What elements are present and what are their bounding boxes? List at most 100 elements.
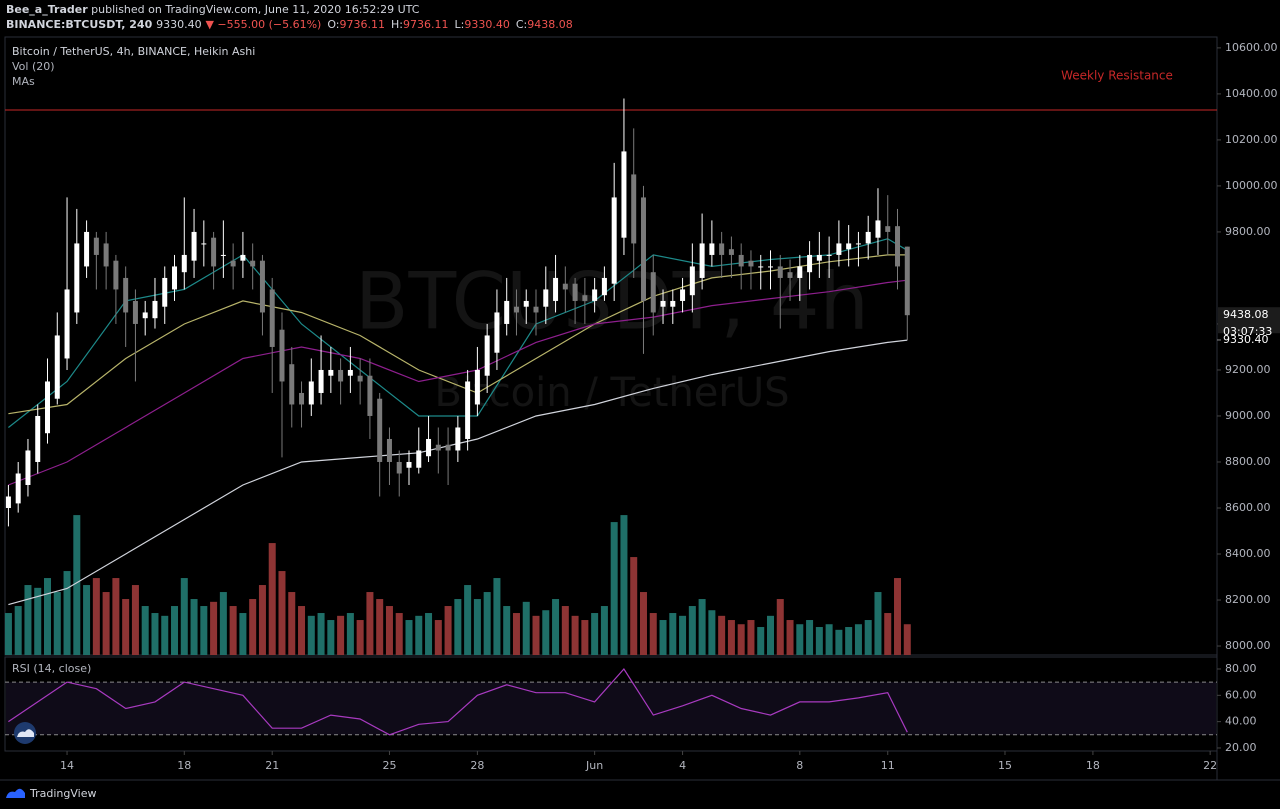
candle-body	[416, 450, 422, 468]
volume-bar	[249, 599, 257, 655]
rsi-tick-label: 40.00	[1225, 715, 1257, 728]
ohlc: O:9736.11 H:9736.11 L:9330.40 C:9438.08	[327, 18, 572, 31]
volume-bar	[708, 610, 716, 655]
candle-body	[513, 306, 519, 313]
volume-bar	[610, 522, 618, 655]
y-tick-label: 10200.00	[1225, 133, 1278, 146]
volume-bar	[122, 599, 130, 655]
volume-bar	[307, 615, 315, 655]
volume-bar	[806, 620, 814, 655]
candle-body	[396, 461, 402, 474]
resistance-label: Weekly Resistance	[1061, 69, 1173, 83]
candle-body	[728, 249, 734, 255]
volume-bar	[835, 629, 843, 655]
volume-bar	[53, 592, 61, 655]
candle-body	[211, 237, 217, 267]
volume-bar	[346, 613, 354, 655]
candle-body	[650, 272, 656, 313]
volume-bar	[874, 592, 882, 655]
low-price-label: 9330.40	[1223, 333, 1269, 346]
x-tick-label: 15	[998, 759, 1012, 772]
candle-body	[592, 289, 598, 301]
candle-body	[299, 392, 305, 405]
volume-bar	[219, 592, 227, 655]
volume-bar	[561, 606, 569, 655]
candle-body	[562, 283, 568, 290]
candle-body	[621, 151, 627, 238]
volume-bar	[425, 613, 433, 655]
candle-body	[865, 231, 871, 244]
candle-body	[5, 496, 11, 508]
candle-body	[220, 254, 226, 256]
ohlc-value: 9330.40	[464, 18, 510, 31]
x-tick-label: 18	[177, 759, 191, 772]
volume-bar	[434, 620, 442, 655]
candle-body	[84, 231, 90, 267]
candle-body	[582, 295, 588, 301]
candle-body	[640, 197, 646, 301]
ohlc-label: O:	[327, 18, 339, 31]
candle-body	[533, 306, 539, 313]
candle-body	[377, 398, 383, 462]
candle-body	[816, 254, 822, 261]
volume-bar	[4, 613, 12, 655]
volume-bar	[24, 585, 32, 655]
ohlc-label: H:	[391, 18, 403, 31]
volume-bar	[464, 585, 472, 655]
last-price-badge	[1218, 307, 1280, 334]
volume-bar	[854, 624, 862, 655]
x-tick-label: 21	[265, 759, 279, 772]
volume-bar	[639, 592, 647, 655]
header-line-2: BINANCE:BTCUSDT, 240 9330.40 ▼ −555.00 (…	[6, 18, 573, 31]
candle-body	[123, 277, 129, 313]
rsi-tick-label: 20.00	[1225, 741, 1257, 754]
plot: 8000.00 8200.00 8400.00 8600.00 8800.00 9000.…	[4, 41, 1280, 772]
volume-bar	[630, 557, 638, 655]
candle-body	[699, 243, 705, 278]
moving-average	[8, 339, 908, 606]
published: published on TradingView.com, June 11, 2…	[91, 3, 420, 16]
candle-body	[455, 427, 461, 451]
footer-brand: TradingView	[29, 787, 96, 800]
x-tick-label: 14	[60, 759, 74, 772]
candle-body	[289, 364, 295, 405]
last-price-label: 9438.08	[1223, 308, 1269, 321]
y-tick-label: 10600.00	[1225, 41, 1278, 54]
volume-bar	[532, 615, 540, 655]
candle-body	[601, 277, 607, 296]
rsi-band	[6, 682, 1216, 735]
volume-bar	[112, 578, 120, 655]
candle-body	[259, 260, 265, 313]
candle-body	[181, 254, 187, 273]
candle-body	[494, 312, 500, 353]
candle-body	[318, 369, 324, 393]
candle-body	[250, 260, 256, 267]
y-tick-label: 8400.00	[1225, 547, 1271, 560]
candle-body	[738, 254, 744, 267]
volume-bar	[258, 585, 266, 655]
volume-bar	[825, 624, 833, 655]
candle-body	[689, 266, 695, 296]
candle-body	[904, 246, 910, 316]
candle-body	[572, 283, 578, 301]
y-tick-label: 9200.00	[1225, 363, 1271, 376]
volume-bar	[473, 599, 481, 655]
candle-body	[445, 444, 451, 451]
candle-body	[807, 254, 813, 273]
candle-body	[885, 226, 891, 232]
volume-bar	[366, 592, 374, 655]
author: Bee_a_Trader	[6, 3, 88, 16]
y-tick-label: 10400.00	[1225, 87, 1278, 100]
x-tick-label: 18	[1086, 759, 1100, 772]
candle-body	[553, 277, 559, 301]
rsi-line	[8, 668, 908, 736]
candle-body	[719, 243, 725, 255]
x-tick-label: Jun	[585, 759, 603, 772]
candle-body	[826, 254, 832, 256]
y-tick-label: 8600.00	[1225, 501, 1271, 514]
candle-body	[93, 237, 99, 255]
volume-bar	[512, 613, 520, 655]
volume-bar	[200, 606, 208, 655]
volume-bar	[776, 599, 784, 655]
